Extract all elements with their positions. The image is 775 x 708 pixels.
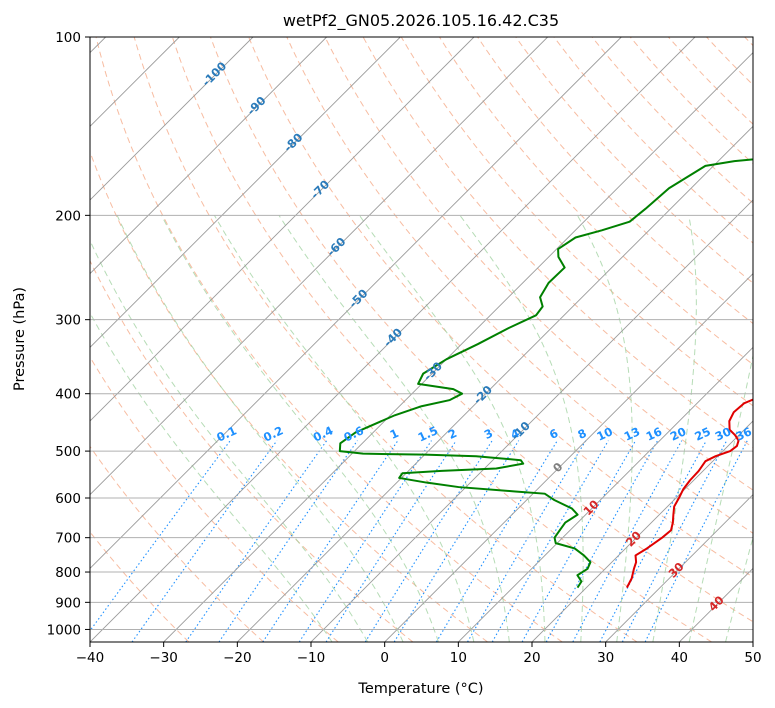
isotherm-line xyxy=(384,273,753,642)
moist-adiabat-line xyxy=(576,215,633,642)
x-axis-label: Temperature (°C) xyxy=(357,681,483,697)
isotherm-line xyxy=(90,37,254,201)
y-tick-label: 800 xyxy=(55,565,81,581)
y-tick-label: 400 xyxy=(55,387,81,403)
isotherm-line xyxy=(163,52,753,642)
dry-adiabat-line xyxy=(591,37,753,204)
y-tick-label: 700 xyxy=(55,531,81,547)
mixing-ratio-line xyxy=(644,440,748,642)
y-tick-label: 300 xyxy=(55,313,81,329)
dry-adiabat-line xyxy=(210,37,753,623)
isotherm-line xyxy=(90,37,327,275)
isotherm-line xyxy=(310,199,753,642)
mixing-ratio-line xyxy=(491,440,609,642)
temperature-profile-line xyxy=(626,398,753,589)
dry-adiabat-line xyxy=(400,37,753,407)
mixing-ratio-label: 13 xyxy=(622,424,642,443)
x-tick-label: 20 xyxy=(523,650,540,666)
mixing-ratio-line xyxy=(599,440,707,642)
chart-title: wetPf2_GN05.2026.105.16.42.C35 xyxy=(283,11,559,31)
x-tick-label: 0 xyxy=(380,650,389,666)
profile-lines xyxy=(338,158,753,589)
mixing-ratio-line xyxy=(218,440,358,642)
moist-adiabat-line xyxy=(161,215,439,642)
mixing-ratio-line xyxy=(90,440,231,632)
dry-adiabat-line xyxy=(515,37,753,284)
dry-adiabat-line xyxy=(133,37,638,642)
dewpoint-profile-line xyxy=(338,158,753,589)
y-tick-label: 200 xyxy=(55,208,81,224)
mixing-ratio-line xyxy=(185,440,328,642)
dry-adiabat-line xyxy=(477,37,753,325)
mixing-ratio-line xyxy=(435,440,558,642)
isotherm-line xyxy=(531,420,753,642)
mixing-ratio-line xyxy=(521,440,637,642)
moist-adiabat-line xyxy=(459,215,584,642)
isotherm-line xyxy=(605,494,753,642)
isotherm-line xyxy=(90,37,622,569)
y-tick-label: 1000 xyxy=(47,622,81,638)
x-tick-label: −10 xyxy=(297,650,326,666)
axis-ticks: −40 −30 −20 −10 0 10 20 30 40 50 100 200 300 400 500 60… xyxy=(47,30,762,666)
y-axis-label: Pressure (hPa) xyxy=(12,287,28,391)
moist-adiabat-line xyxy=(278,215,510,642)
dry-adiabat-line xyxy=(629,37,753,165)
mixing-ratio-line xyxy=(131,440,278,642)
y-tick-label: 500 xyxy=(55,444,81,460)
x-tick-label: −40 xyxy=(76,650,105,666)
dry-adiabat-line xyxy=(95,37,563,642)
x-tick-label: 40 xyxy=(671,650,688,666)
isotherm-line xyxy=(90,37,401,348)
dry-adiabat-line xyxy=(90,445,264,642)
mixing-ratio-label: 36 xyxy=(733,424,753,443)
mixing-ratio-label: 16 xyxy=(644,424,664,443)
isotherm-line xyxy=(237,125,753,642)
isotherm-line xyxy=(90,37,696,642)
y-tick-label: 100 xyxy=(55,30,81,46)
mixing-ratio-line xyxy=(298,440,432,642)
x-tick-label: 30 xyxy=(597,650,614,666)
mixing-ratio-line xyxy=(262,440,399,642)
moist-adiabat-line xyxy=(213,215,475,642)
mixing-ratio-label: 20 xyxy=(668,424,688,443)
plot-area xyxy=(90,37,753,642)
dry-adiabat-line xyxy=(324,37,753,491)
mixing-ratio-label: 10 xyxy=(594,424,614,443)
moist-adiabat-line xyxy=(90,239,369,642)
mixing-ratio-line xyxy=(467,440,587,642)
y-tick-label: 600 xyxy=(55,491,81,507)
moist-adiabat-line xyxy=(116,215,404,642)
plot-frame xyxy=(89,36,754,643)
mixing-ratio-line xyxy=(393,440,520,642)
dry-adiabat-line xyxy=(171,37,712,642)
isotherm-line xyxy=(90,37,548,496)
isotherm-line xyxy=(458,346,753,642)
x-tick-label: −30 xyxy=(149,650,178,666)
y-tick-label: 900 xyxy=(55,595,81,611)
x-tick-label: −20 xyxy=(223,650,252,666)
mixing-ratio-label: 30 xyxy=(713,424,733,443)
moist-adiabat-line xyxy=(90,311,333,642)
x-tick-label: 50 xyxy=(744,650,761,666)
x-tick-label: 10 xyxy=(450,650,467,666)
dry-adiabat-line xyxy=(248,37,753,578)
mixing-ratio-label: 25 xyxy=(692,424,712,443)
isotherm-line xyxy=(90,37,475,422)
moist-adiabat-line xyxy=(652,215,697,642)
